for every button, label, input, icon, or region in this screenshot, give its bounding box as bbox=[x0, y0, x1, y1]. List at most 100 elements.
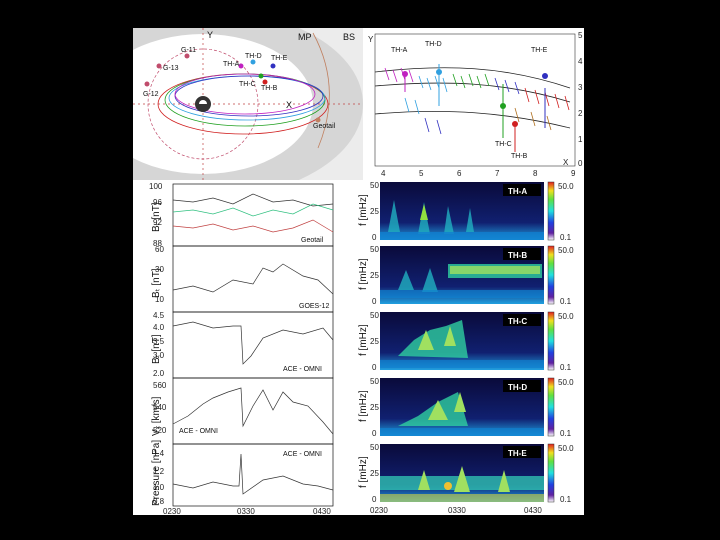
spec-y-tick: 0 bbox=[372, 297, 377, 306]
ts-ace-v-ylabel: Vₓ [km/s] bbox=[151, 396, 162, 436]
figure: Y X MP BS G-11 G-13 G-12 TH-A TH-D TH-E … bbox=[133, 28, 584, 515]
goes-11-label: G-11 bbox=[181, 47, 196, 54]
cbar-tick: 0.1 bbox=[560, 495, 572, 504]
vec-th-c-label: TH-C bbox=[495, 141, 512, 148]
ts-geotail-ylabel: Bₜ [nT] bbox=[151, 202, 162, 232]
colorbar-ticks: 50.0 0.1 50.0 0.1 50.0 0.1 50.0 0.1 50.0… bbox=[558, 182, 574, 504]
vec-th-e-label: TH-E bbox=[531, 47, 548, 54]
th-d-marker bbox=[250, 59, 256, 65]
th-c-marker bbox=[258, 73, 264, 79]
th-b-marker bbox=[262, 79, 268, 85]
spec-y-tick: 50 bbox=[370, 443, 379, 452]
vec-x-axis-label: X bbox=[563, 158, 569, 167]
spec-th-b-label: TH-B bbox=[508, 251, 527, 260]
ts-ace-v-tick: 520 bbox=[153, 426, 167, 435]
spec-ylabel: f [mHz] bbox=[358, 258, 369, 290]
spectrograms: TH-A TH-B TH-C TH-D bbox=[358, 181, 574, 515]
vec-y-axis-label: Y bbox=[368, 35, 374, 44]
orbit-map: Y X MP BS G-11 G-13 G-12 TH-A TH-D TH-E … bbox=[133, 28, 363, 180]
ts-goes12-tick: 30 bbox=[155, 265, 164, 274]
vec-x-tick: 6 bbox=[457, 169, 462, 178]
ts-ace-b-tick: 4.0 bbox=[153, 323, 165, 332]
ts-ace-v-tick: 540 bbox=[153, 403, 167, 412]
spec-y-tick: 50 bbox=[370, 181, 379, 190]
ts-ace-p-tick: 1.2 bbox=[153, 467, 165, 476]
cbar-tick: 0.1 bbox=[560, 233, 572, 242]
cbar-tick: 50.0 bbox=[558, 312, 574, 321]
vec-x-tick: 7 bbox=[495, 169, 500, 178]
ts-x-tick: 0230 bbox=[163, 507, 181, 515]
spec-x-tick: 0330 bbox=[448, 506, 466, 515]
th-a-marker bbox=[238, 63, 244, 69]
spec-panel-th-e: TH-E bbox=[380, 443, 555, 503]
ts-goes12-tick: 10 bbox=[155, 295, 164, 304]
ts-ace-b-tick: 2.0 bbox=[153, 369, 165, 378]
vec-y-tick: 3 bbox=[578, 83, 583, 92]
goes-12-label: G-12 bbox=[143, 91, 159, 98]
spec-y-tick: 25 bbox=[370, 403, 379, 412]
ts-ace-b-tick: 3.5 bbox=[153, 337, 165, 346]
spec-panel-th-c: TH-C bbox=[380, 311, 555, 371]
ts-ace-p-tag: ACE - OMNI bbox=[283, 451, 322, 458]
vec-th-b-marker bbox=[512, 121, 518, 127]
spec-y-tick: 25 bbox=[370, 337, 379, 346]
vec-x-tick: 8 bbox=[533, 169, 538, 178]
vec-th-e-marker bbox=[542, 73, 548, 79]
cbar-tick: 50.0 bbox=[558, 246, 574, 255]
spec-y-tick: 0 bbox=[372, 233, 377, 242]
th-b-label: TH-B bbox=[261, 85, 278, 92]
vec-x-tick: 9 bbox=[571, 169, 576, 178]
spec-th-e-label: TH-E bbox=[508, 449, 527, 458]
spec-th-a-label: TH-A bbox=[508, 187, 527, 196]
spec-x-tick: 0230 bbox=[370, 506, 388, 515]
orbit-axis-x: X bbox=[286, 100, 292, 110]
vec-th-a-marker bbox=[402, 71, 408, 77]
ts-x-tick: 0330 bbox=[237, 507, 255, 515]
geotail-marker bbox=[315, 117, 321, 123]
spec-ylabel: f [mHz] bbox=[358, 390, 369, 422]
vec-th-d-label: TH-D bbox=[425, 41, 442, 48]
th-c-label: TH-C bbox=[239, 81, 256, 88]
th-d-label: TH-D bbox=[245, 53, 262, 60]
goes-12-marker bbox=[144, 81, 150, 87]
spec-x-tick: 0430 bbox=[524, 506, 542, 515]
spec-y-tick: 0 bbox=[372, 429, 377, 438]
spec-panel-th-a: TH-A bbox=[380, 181, 555, 241]
ts-ace-v-tick: 560 bbox=[153, 381, 167, 390]
th-e-label: TH-E bbox=[271, 55, 288, 62]
vec-th-d-marker bbox=[436, 69, 442, 75]
spec-y-tick: 50 bbox=[370, 245, 379, 254]
ts-goes12-ylabel: Bₜ [nT] bbox=[151, 268, 162, 298]
geotail-label: Geotail bbox=[313, 123, 336, 130]
ts-geotail-tick: 100 bbox=[149, 182, 163, 191]
spec-y-tick: 25 bbox=[370, 271, 379, 280]
vec-y-ticks: 5 4 3 2 1 0 bbox=[578, 31, 583, 168]
vec-y-tick: 1 bbox=[578, 135, 583, 144]
cbar-tick: 0.1 bbox=[560, 297, 572, 306]
vec-y-tick: 4 bbox=[578, 57, 583, 66]
vec-th-a-label: TH-A bbox=[391, 47, 408, 54]
goes-markers bbox=[144, 53, 190, 87]
vec-x-tick: 4 bbox=[381, 169, 386, 178]
ts-x-tick: 0430 bbox=[313, 507, 331, 515]
ts-ace-p-tick: 1.4 bbox=[153, 449, 165, 458]
orbit-mp-label: MP bbox=[298, 32, 312, 42]
spec-y-tick: 0 bbox=[372, 495, 377, 504]
ts-panel-ace-p: Pressure [nPa] 1.4 1.2 1.0 0.8 ACE - OMN… bbox=[151, 440, 334, 507]
spec-y-tick: 25 bbox=[370, 207, 379, 216]
spec-th-c-label: TH-C bbox=[508, 317, 527, 326]
spec-ylabels: f [mHz] f [mHz] f [mHz] f [mHz] f [mHz] bbox=[358, 194, 369, 488]
vec-th-c-marker bbox=[500, 103, 506, 109]
ts-ace-b-ylabel: Bₜ [nT] bbox=[151, 334, 162, 364]
time-series: Bₜ [nT] 100 96 92 88 Geotail Bₜ [nT] 60 … bbox=[133, 180, 358, 515]
cbar-tick: 50.0 bbox=[558, 182, 574, 191]
orbit-bs-label: BS bbox=[343, 32, 355, 42]
cbar-tick: 50.0 bbox=[558, 444, 574, 453]
ts-panel-goes12: Bₜ [nT] 60 30 10 GOES-12 bbox=[151, 245, 334, 313]
ts-ace-p-tick: 0.8 bbox=[153, 497, 165, 506]
ts-goes12-tag: GOES-12 bbox=[299, 303, 329, 310]
ts-panel-geotail: Bₜ [nT] 100 96 92 88 Geotail bbox=[149, 182, 334, 248]
orbit-axis-y: Y bbox=[207, 30, 213, 40]
spec-y-tick: 0 bbox=[372, 363, 377, 372]
ts-ace-v-tag: ACE - OMNI bbox=[179, 428, 218, 435]
